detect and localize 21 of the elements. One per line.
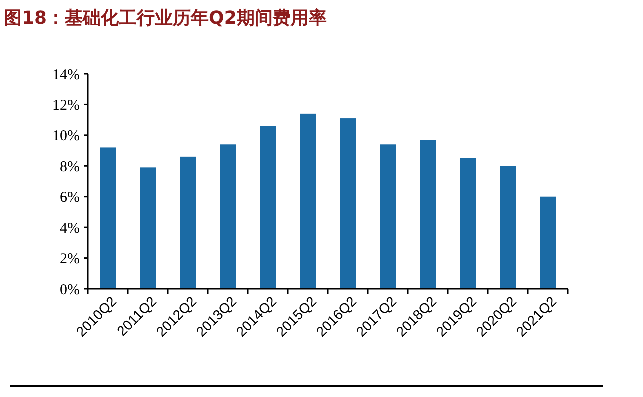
y-tick-label: 12% (52, 98, 80, 114)
bar (540, 196, 556, 289)
y-tick-label: 4% (60, 220, 80, 237)
bar (460, 158, 476, 289)
bar (180, 156, 196, 289)
bar (420, 140, 436, 289)
y-tick-label: 14% (52, 67, 80, 84)
y-tick-label: 2% (60, 252, 80, 268)
y-tick-label: 8% (60, 159, 80, 176)
chart-title: 图18：基础化工行业历年Q2期间费用率 (4, 8, 327, 29)
bar (340, 118, 356, 289)
bar (380, 144, 396, 289)
bar (220, 144, 236, 289)
bar (500, 166, 516, 289)
y-tick-label: 6% (60, 190, 80, 206)
bar (300, 114, 316, 289)
bar (100, 148, 116, 289)
y-tick-label: 0% (60, 282, 80, 298)
bar (140, 168, 156, 289)
bar (260, 126, 276, 289)
y-tick-label: 10% (52, 128, 80, 145)
